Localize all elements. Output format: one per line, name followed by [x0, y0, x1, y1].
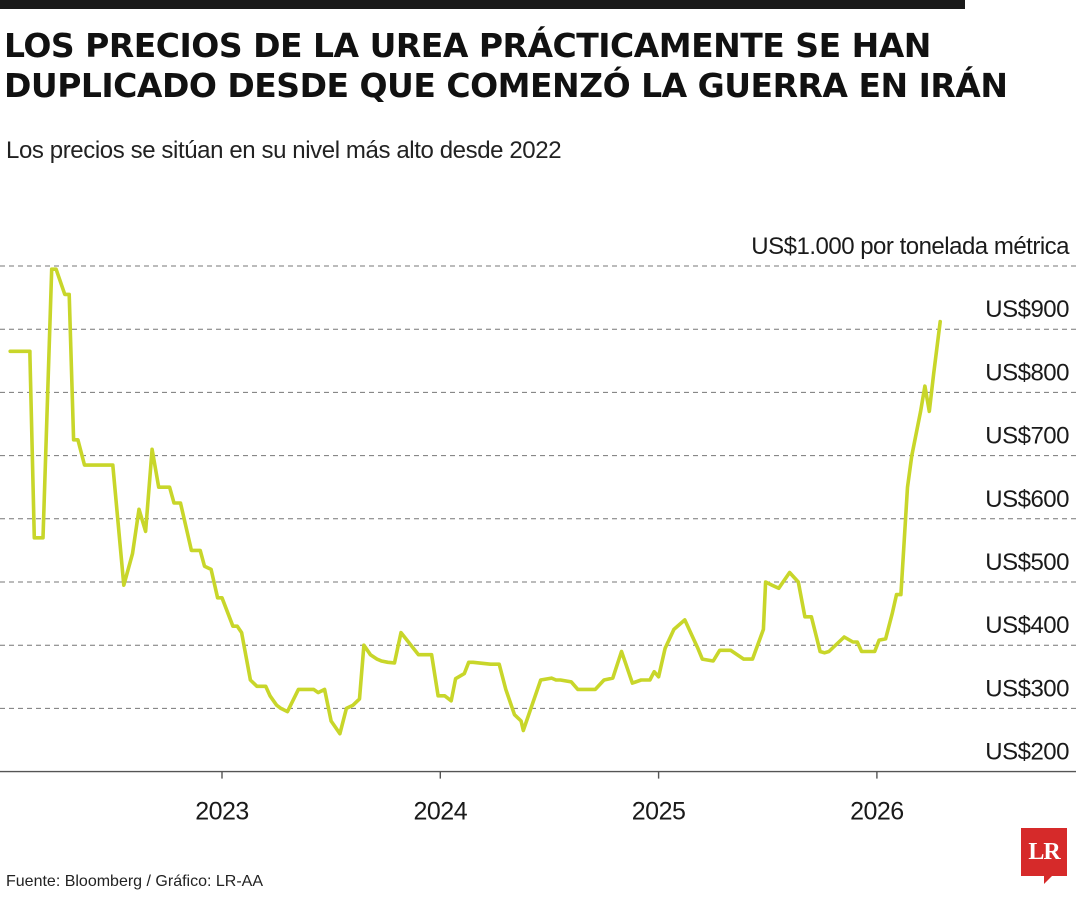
y-tick-label-700: US$700: [985, 423, 1069, 450]
x-axis: 2023 2024 2025 2026: [195, 771, 904, 826]
y-tick-label-900: US$900: [985, 296, 1069, 323]
y-tick-label-400: US$400: [985, 612, 1069, 639]
x-tick-label-2023: 2023: [195, 798, 249, 826]
top-rule: [0, 0, 965, 9]
y-tick-label-500: US$500: [985, 549, 1069, 576]
x-tick-label-2024: 2024: [413, 798, 467, 826]
y-tick-label-600: US$600: [985, 486, 1069, 513]
x-tick-label-2026: 2026: [850, 798, 904, 826]
y-tick-label-200: US$200: [985, 739, 1069, 766]
lr-logo: LR: [1021, 828, 1067, 876]
grid-layer: [0, 265, 1076, 773]
y-tick-label-300: US$300: [985, 675, 1069, 702]
y-axis-labels: US$1.000 por tonelada métrica US$900 US$80…: [751, 233, 1070, 766]
series-layer: [8, 267, 943, 736]
lr-logo-tail: [1044, 874, 1054, 884]
chart-title: LOS PRECIOS DE LA UREA PRÁCTICAMENTE SE …: [4, 26, 1008, 105]
series-line-urea-price: [8, 267, 943, 736]
x-tick-label-2025: 2025: [632, 798, 686, 826]
y-tick-label-800: US$800: [985, 359, 1069, 386]
chart-subtitle: Los precios se sitúan en su nivel más al…: [6, 137, 562, 164]
y-tick-label-1000: US$1.000 por tonelada métrica: [751, 233, 1070, 260]
source-footer: Fuente: Bloomberg / Gráfico: LR-AA: [6, 873, 263, 890]
